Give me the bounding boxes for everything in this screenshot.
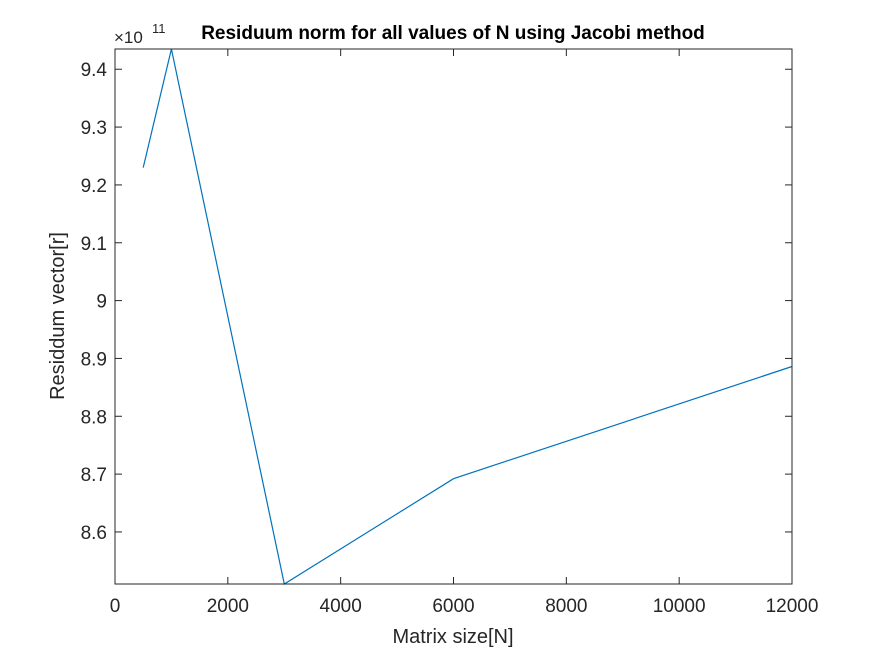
y-tick-label: 9.4 xyxy=(81,60,108,81)
y-tick-label: 8.7 xyxy=(81,465,107,486)
y-axis-label: Residdum vector[r] xyxy=(47,232,69,400)
y-tick-label: 8.9 xyxy=(81,349,107,370)
chart-title: Residuum norm for all values of N using … xyxy=(201,23,705,44)
y-axis-exponent-prefix: ×10 xyxy=(114,28,143,47)
y-tick-label: 8.8 xyxy=(81,407,107,428)
y-tick-label: 9.3 xyxy=(81,118,107,139)
x-tick-label: 6000 xyxy=(432,596,474,617)
x-tick-label: 10000 xyxy=(653,596,706,617)
y-tick-label: 9.1 xyxy=(81,234,107,255)
x-axis-label: Matrix size[N] xyxy=(392,626,513,648)
y-tick-label: 9.2 xyxy=(81,176,107,197)
x-tick-label: 12000 xyxy=(766,596,819,617)
y-tick-label: 8.6 xyxy=(81,523,107,544)
x-tick-label: 8000 xyxy=(545,596,587,617)
x-tick-label: 0 xyxy=(110,596,121,617)
plot-area-background xyxy=(115,49,792,584)
x-tick-label: 2000 xyxy=(207,596,249,617)
axes-box xyxy=(114,48,793,585)
tick-labels-layer: 0 2000 4000 6000 8000 10000 12000 8.6 8.7 8.8 8.9 9… xyxy=(81,60,819,617)
y-tick-label: 9 xyxy=(96,292,107,313)
x-tick-label: 4000 xyxy=(320,596,362,617)
y-axis-exponent-power: 11 xyxy=(152,21,166,36)
